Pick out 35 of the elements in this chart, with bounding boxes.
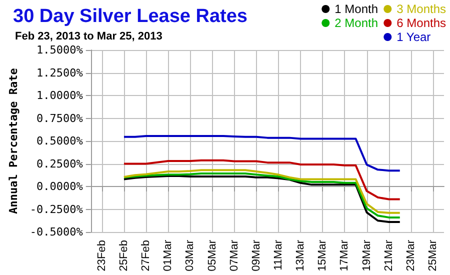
x-tick-label: 13Mar (294, 240, 307, 272)
chart-subtitle: Feb 23, 2013 to Mar 25, 2013 (15, 30, 162, 42)
x-tick-label: 27Feb (140, 240, 152, 272)
x-tick-label: 25Mar (426, 240, 439, 272)
y-tick-label: 1.0000% (36, 89, 84, 102)
x-tick-label: 17Mar (338, 240, 351, 272)
line-series (122, 134, 401, 172)
x-tick-label: 03Mar (184, 240, 196, 272)
x-tick-label: 23Feb (96, 240, 108, 272)
legend-label: 1 Year (396, 30, 431, 44)
x-tick-label: 21Mar (382, 240, 395, 272)
y-tick-label: 1.5000% (36, 44, 84, 56)
x-tick-label: 23Mar (404, 240, 417, 272)
x-tick-label: 25Feb (118, 240, 130, 272)
x-tick-label: 07Mar (228, 240, 240, 272)
y-tick-label: 0.5000% (36, 134, 84, 148)
chart-title: 30 Day Silver Lease Rates (13, 6, 248, 27)
x-tick-label: 19Mar (360, 240, 373, 272)
y-axis-title: Annual Percentage Rate (7, 68, 20, 214)
legend-label: 3 Months (396, 2, 446, 16)
x-tick-label: 09Mar (250, 240, 262, 272)
y-tick-label: -0.2500% (30, 202, 84, 216)
y-tick-label: -0.5000% (30, 226, 84, 238)
line-series (122, 159, 401, 200)
y-tick-label: 0.0000% (36, 180, 84, 193)
x-tick-label: 15Mar (316, 240, 329, 272)
y-tick-label: 1.2500% (36, 66, 84, 80)
x-tick-label: 11Mar (272, 240, 284, 270)
legend-label: 6 Months (396, 16, 446, 30)
legend-label: 1 Month (334, 2, 378, 16)
x-tick-label: 01Mar (162, 240, 174, 272)
y-tick-label: 0.7500% (36, 112, 84, 125)
legend-label: 2 Month (334, 16, 378, 30)
y-tick-label: 0.2500% (36, 157, 84, 170)
x-tick-label: 05Mar (206, 240, 218, 272)
